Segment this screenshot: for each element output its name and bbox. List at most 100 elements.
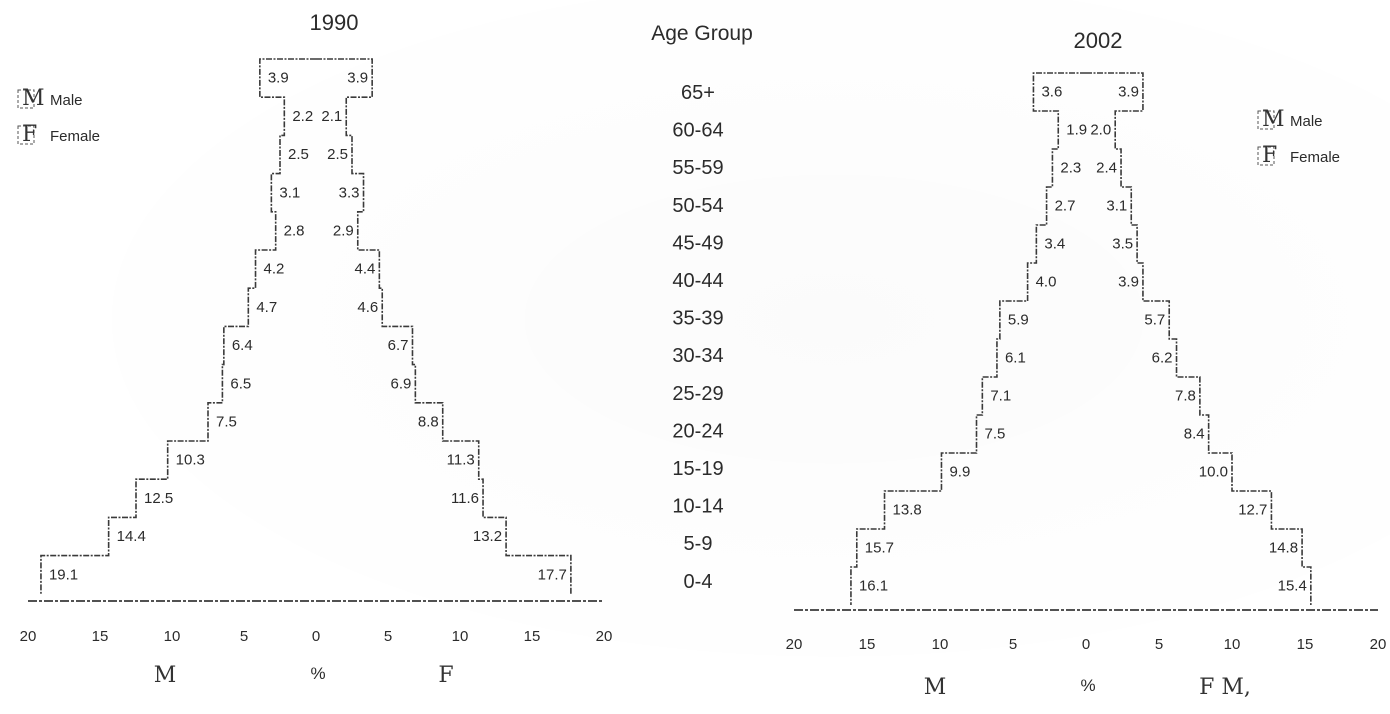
age-group-label: 30-34 [672, 345, 723, 367]
age-group-label: 45-49 [672, 232, 723, 254]
legend-swatch [1257, 146, 1275, 166]
male-value-label: 6.5 [230, 375, 251, 392]
female-value-label: 2.1 [321, 108, 342, 125]
female-value-label: 6.9 [391, 375, 412, 392]
x-tick-label: 20 [20, 628, 37, 645]
age-group-label: 60-64 [672, 120, 723, 142]
x-tick-label: 10 [1224, 636, 1241, 653]
age-group-label: 15-19 [672, 458, 723, 480]
male-value-label: 7.5 [216, 413, 237, 430]
female-value-label: 15.4 [1278, 578, 1307, 595]
female-value-label: 4.6 [357, 299, 378, 316]
male-value-label: 6.1 [1005, 350, 1026, 367]
legend-symbol: M [1262, 107, 1285, 132]
male-value-label: 2.7 [1055, 198, 1076, 215]
male-step-outline [850, 72, 1086, 605]
legend-swatch [1257, 110, 1275, 130]
male-value-label: 3.6 [1041, 84, 1062, 101]
female-value-label: 2.4 [1096, 160, 1117, 177]
x-tick-label: 5 [1009, 636, 1017, 653]
legend-symbol: F [1262, 143, 1277, 168]
x-tick-label: 5 [240, 628, 248, 645]
x-tick-label: 15 [524, 628, 541, 645]
female-value-label: 3.5 [1112, 236, 1133, 253]
age-group-label: 20-24 [672, 420, 723, 442]
x-tick-label: 10 [164, 628, 181, 645]
age-group-label: 35-39 [672, 308, 723, 330]
pyramid-1990: 1990 20 15 10 5 0 5 10 15 20 3.9 3.9 2.2 2.1 2.5 2.5 3.1… [17, 10, 613, 688]
female-value-label: 10.0 [1199, 464, 1228, 481]
age-group-label: 55-59 [672, 157, 723, 179]
male-value-label: 7.1 [990, 388, 1011, 405]
female-value-label: 2.0 [1090, 122, 1111, 139]
male-value-label: 14.4 [117, 528, 146, 545]
legend: M Male F Female [17, 86, 100, 147]
age-group-label: 40-44 [672, 270, 723, 292]
female-value-label: 12.7 [1238, 502, 1267, 519]
female-value-label: 2.5 [327, 146, 348, 163]
age-group-label: 0-4 [684, 571, 713, 593]
age-group-label: 25-29 [672, 383, 723, 405]
male-value-label: 16.1 [859, 578, 888, 595]
female-value-label: 3.3 [339, 184, 360, 201]
male-value-label: 7.5 [985, 426, 1006, 443]
male-value-label: 10.3 [176, 452, 205, 469]
male-value-label: 6.4 [232, 337, 253, 354]
female-value-label: 3.9 [1118, 84, 1139, 101]
female-value-label: 5.7 [1144, 312, 1165, 329]
x-tick-label: 20 [596, 628, 613, 645]
age-group-label: 5-9 [684, 533, 713, 555]
age-group-column: Age Group 65+ 60-64 55-59 50-54 45-49 40-44 35-… [651, 22, 753, 593]
male-value-label: 2.3 [1060, 160, 1081, 177]
female-axis-label: F [438, 663, 453, 688]
legend-symbol: M [22, 86, 45, 111]
x-tick-label: 10 [452, 628, 469, 645]
x-tick-label: 5 [1155, 636, 1163, 653]
female-value-label: 13.2 [473, 528, 502, 545]
female-value-label: 8.4 [1184, 426, 1205, 443]
female-step-outline [1086, 72, 1312, 605]
legend: M Male F Female [1257, 107, 1340, 168]
male-value-label: 1.9 [1066, 122, 1087, 139]
percent-axis-label: % [1080, 676, 1095, 695]
legend-swatch [17, 125, 35, 145]
female-step-outline [316, 58, 572, 594]
percent-axis-label: % [310, 664, 325, 683]
male-axis-label: M [924, 675, 947, 700]
female-value-label: 3.1 [1106, 198, 1127, 215]
male-value-label: 12.5 [144, 490, 173, 507]
pyramid-title: 2002 [1074, 28, 1123, 53]
x-tick-label: 5 [384, 628, 392, 645]
male-value-label: 5.9 [1008, 312, 1029, 329]
legend-symbol: F [22, 122, 37, 147]
male-value-label: 3.1 [279, 184, 300, 201]
male-value-label: 15.7 [865, 540, 894, 557]
age-group-label: 65+ [681, 82, 715, 104]
male-value-label: 4.7 [256, 299, 277, 316]
x-tick-label: 15 [1297, 636, 1314, 653]
x-tick-label: 15 [92, 628, 109, 645]
x-tick-label: 10 [932, 636, 949, 653]
legend-label: Male [1290, 113, 1323, 130]
male-value-label: 2.8 [284, 222, 305, 239]
female-value-label: 3.9 [1118, 274, 1139, 291]
pyramid-title: 1990 [310, 10, 359, 35]
age-group-label: 50-54 [672, 195, 723, 217]
female-value-label: 11.3 [447, 452, 475, 469]
x-tick-label: 15 [859, 636, 876, 653]
female-value-label: 8.8 [418, 413, 439, 430]
female-value-label: 4.4 [355, 261, 376, 278]
legend-label: Female [1290, 149, 1340, 166]
age-group-label: 10-14 [672, 496, 723, 518]
female-value-label: 3.9 [347, 70, 368, 87]
male-value-label: 2.2 [292, 108, 313, 125]
female-value-label: 6.7 [388, 337, 409, 354]
male-value-label: 19.1 [49, 566, 78, 583]
male-value-label: 4.2 [264, 261, 285, 278]
legend-label: Female [50, 128, 100, 145]
x-tick-label: 20 [786, 636, 803, 653]
male-value-label: 13.8 [893, 502, 922, 519]
female-value-label: 2.9 [333, 222, 354, 239]
